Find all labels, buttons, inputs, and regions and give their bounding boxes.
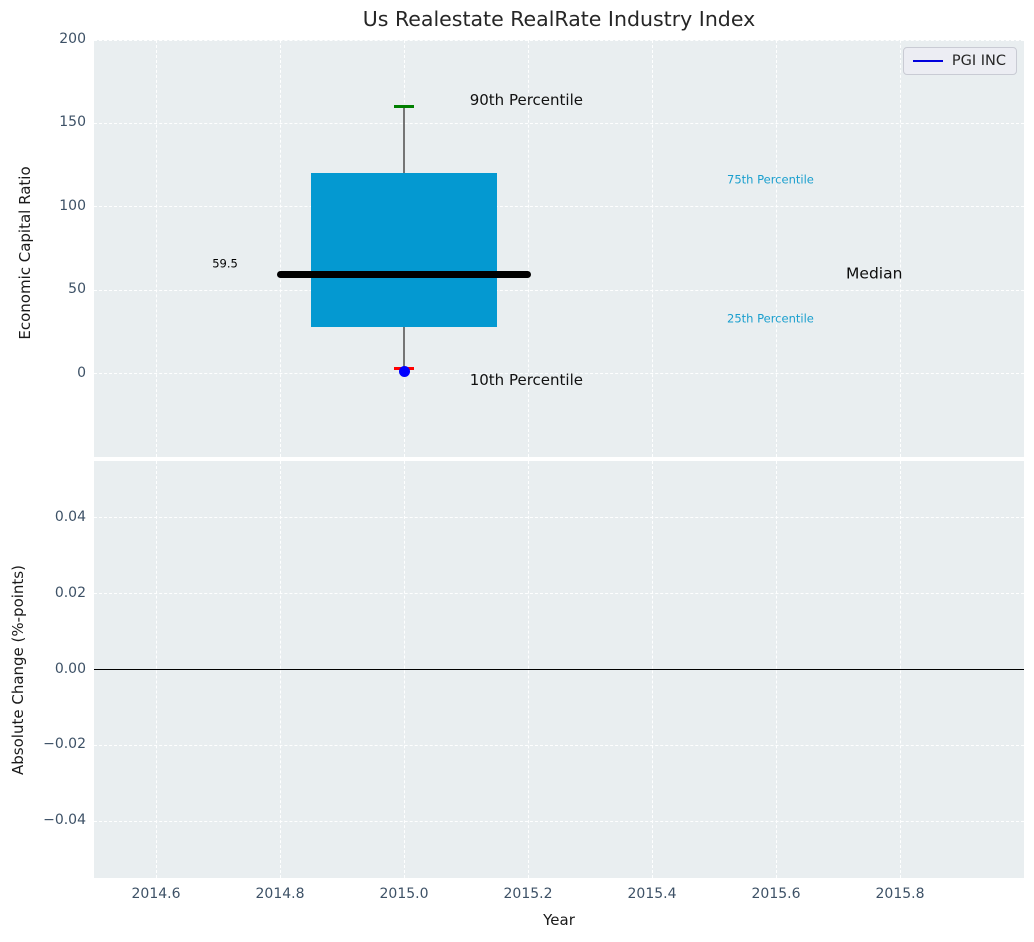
top-y-tick-0: 0 [77,364,86,381]
percentile-box [311,173,497,327]
x-tick-2014.8: 2014.8 [255,886,305,902]
gridline-y-50 [94,289,1024,291]
p75-label: 75th Percentile [727,172,814,187]
bottom-y-tick-−0.04: −0.04 [43,812,86,829]
gridline-x-2015.6 [775,40,777,457]
gridline-x-2015.4 [651,40,653,457]
x-axis-label: Year [543,911,575,929]
top-y-tick-100: 100 [59,197,86,214]
gridline-y-100 [94,206,1024,208]
x-tick-2014.6: 2014.6 [131,886,181,902]
bottom-y-tick-0.00: 0.00 [54,660,86,677]
x-tick-2015.2: 2015.2 [503,886,553,902]
top-y-tick-50: 50 [68,281,86,298]
gridline-y-−0.02 [94,744,1024,746]
p25-label: 25th Percentile [727,311,814,326]
legend: PGI INC [902,47,1017,75]
median-label: Median [846,264,903,283]
gridline-y-0.04 [94,517,1024,519]
gridline-x-2015.8 [899,40,901,457]
top-plot-panel: 59.5 90th Percentile 10th Percentile 75th P… [94,40,1024,457]
gridline-y-200 [94,40,1024,41]
gridline-y-150 [94,122,1024,124]
gridline-x-2015.2 [527,40,529,457]
legend-label: PGI INC [951,53,1006,69]
x-tick-2015.4: 2015.4 [627,886,677,902]
p90-cap [394,105,414,108]
x-tick-2015.6: 2015.6 [751,886,801,902]
top-y-tick-200: 200 [59,31,86,47]
gridline-x-2014.6 [155,40,157,457]
zero-line [94,668,1024,671]
bottom-y-tick-0.02: 0.02 [54,584,86,601]
p10-label: 10th Percentile [469,371,583,390]
gridline-y-−0.04 [94,820,1024,822]
p90-label: 90th Percentile [469,90,583,109]
bottom-y-tick-−0.02: −0.02 [43,736,86,753]
company-value-dot [398,365,410,377]
legend-line-icon [912,60,943,62]
top-y-tick-150: 150 [59,114,86,131]
median-line [276,270,532,279]
gridline-x-2014.8 [279,40,281,457]
gridline-y-0 [94,373,1024,375]
x-tick-2015.8: 2015.8 [875,886,925,902]
median-value-label: 59.5 [212,256,238,271]
top-y-axis-label: Economic Capital Ratio [16,166,34,340]
chart-title: Us Realestate RealRate Industry Index [362,7,756,31]
bottom-y-tick-0.04: 0.04 [54,508,86,525]
x-tick-2015.0: 2015.0 [379,886,429,902]
bottom-plot-panel [94,461,1024,878]
gridline-y-0.02 [94,593,1024,595]
